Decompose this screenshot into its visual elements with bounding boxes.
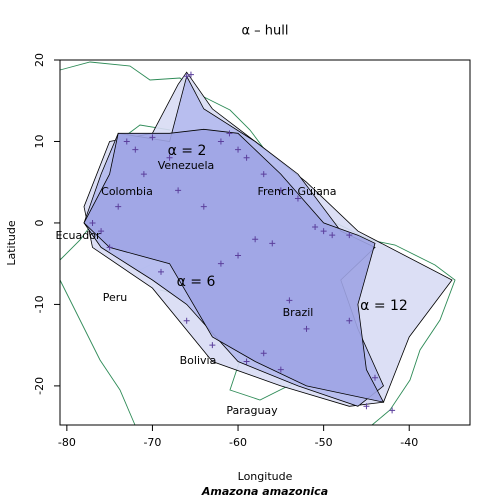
occurrence-point <box>312 224 319 231</box>
x-tick-label: -40 <box>400 436 418 449</box>
occurrence-point <box>363 403 370 410</box>
occurrence-point <box>149 134 156 141</box>
x-tick-label: -50 <box>315 436 333 449</box>
occurrence-point <box>132 146 139 153</box>
y-tick-label: 10 <box>33 134 46 148</box>
place-label: Brazil <box>283 306 314 319</box>
occurrence-point <box>243 154 250 161</box>
x-tick-label: -60 <box>229 436 247 449</box>
occurrence-point <box>294 195 301 202</box>
occurrence-point <box>158 268 165 275</box>
place-label: Ecuador <box>56 229 101 242</box>
occurrence-point <box>346 317 353 324</box>
y-tick-label: -10 <box>33 295 46 313</box>
y-axis-label: Latitude <box>5 220 18 266</box>
occurrence-point <box>252 236 259 243</box>
y-tick-label: -20 <box>33 377 46 395</box>
occurrence-point <box>260 171 267 178</box>
occurrence-point <box>209 342 216 349</box>
occurrence-point <box>303 325 310 332</box>
occurrence-point <box>98 228 105 235</box>
place-label: Colombia <box>101 185 153 198</box>
place-label: Peru <box>103 291 128 304</box>
occurrence-point <box>200 203 207 210</box>
occurrence-point <box>89 219 96 226</box>
place-label: French Guiana <box>257 185 336 198</box>
x-axis-label: Longitude <box>238 470 293 483</box>
occurrence-point <box>217 260 224 267</box>
place-label: Paraguay <box>226 404 278 417</box>
occurrence-point <box>235 146 242 153</box>
occurrence-point <box>123 138 130 145</box>
occurrence-point <box>260 350 267 357</box>
x-tick-label: -70 <box>143 436 161 449</box>
hull-label: α = 2 <box>168 143 207 159</box>
x-tick-label: -80 <box>58 436 76 449</box>
occurrence-point <box>286 297 293 304</box>
plot-frame <box>59 59 471 426</box>
y-tick-label: 20 <box>33 53 46 67</box>
occurrence-point <box>226 130 233 137</box>
occurrence-point <box>166 154 173 161</box>
occurrence-point <box>140 171 147 178</box>
place-label: Bolivia <box>180 354 217 367</box>
occurrence-point <box>243 358 250 365</box>
occurrence-point <box>277 187 284 194</box>
y-tick-label: 0 <box>33 219 46 226</box>
occurrence-point <box>235 252 242 259</box>
hull-label: α = 6 <box>177 274 216 290</box>
chart-title: α – hull <box>241 24 288 39</box>
occurrence-point <box>389 407 396 414</box>
place-label: Venezuela <box>158 159 215 172</box>
occurrence-point <box>217 138 224 145</box>
occurrence-point <box>269 240 276 247</box>
hull-label: α = 12 <box>360 298 408 314</box>
occurrence-point <box>187 71 194 78</box>
occurrence-point <box>320 228 327 235</box>
occurrence-point <box>329 232 336 239</box>
occurrence-point <box>371 374 378 381</box>
occurrence-point <box>175 187 182 194</box>
subtitle: Amazona amazonica <box>201 485 328 498</box>
occurrence-point <box>183 317 190 324</box>
occurrence-point <box>115 203 122 210</box>
occurrence-point <box>106 244 113 251</box>
occurrence-point <box>277 366 284 373</box>
occurrence-point <box>346 232 353 239</box>
occurrence-point <box>183 73 190 80</box>
